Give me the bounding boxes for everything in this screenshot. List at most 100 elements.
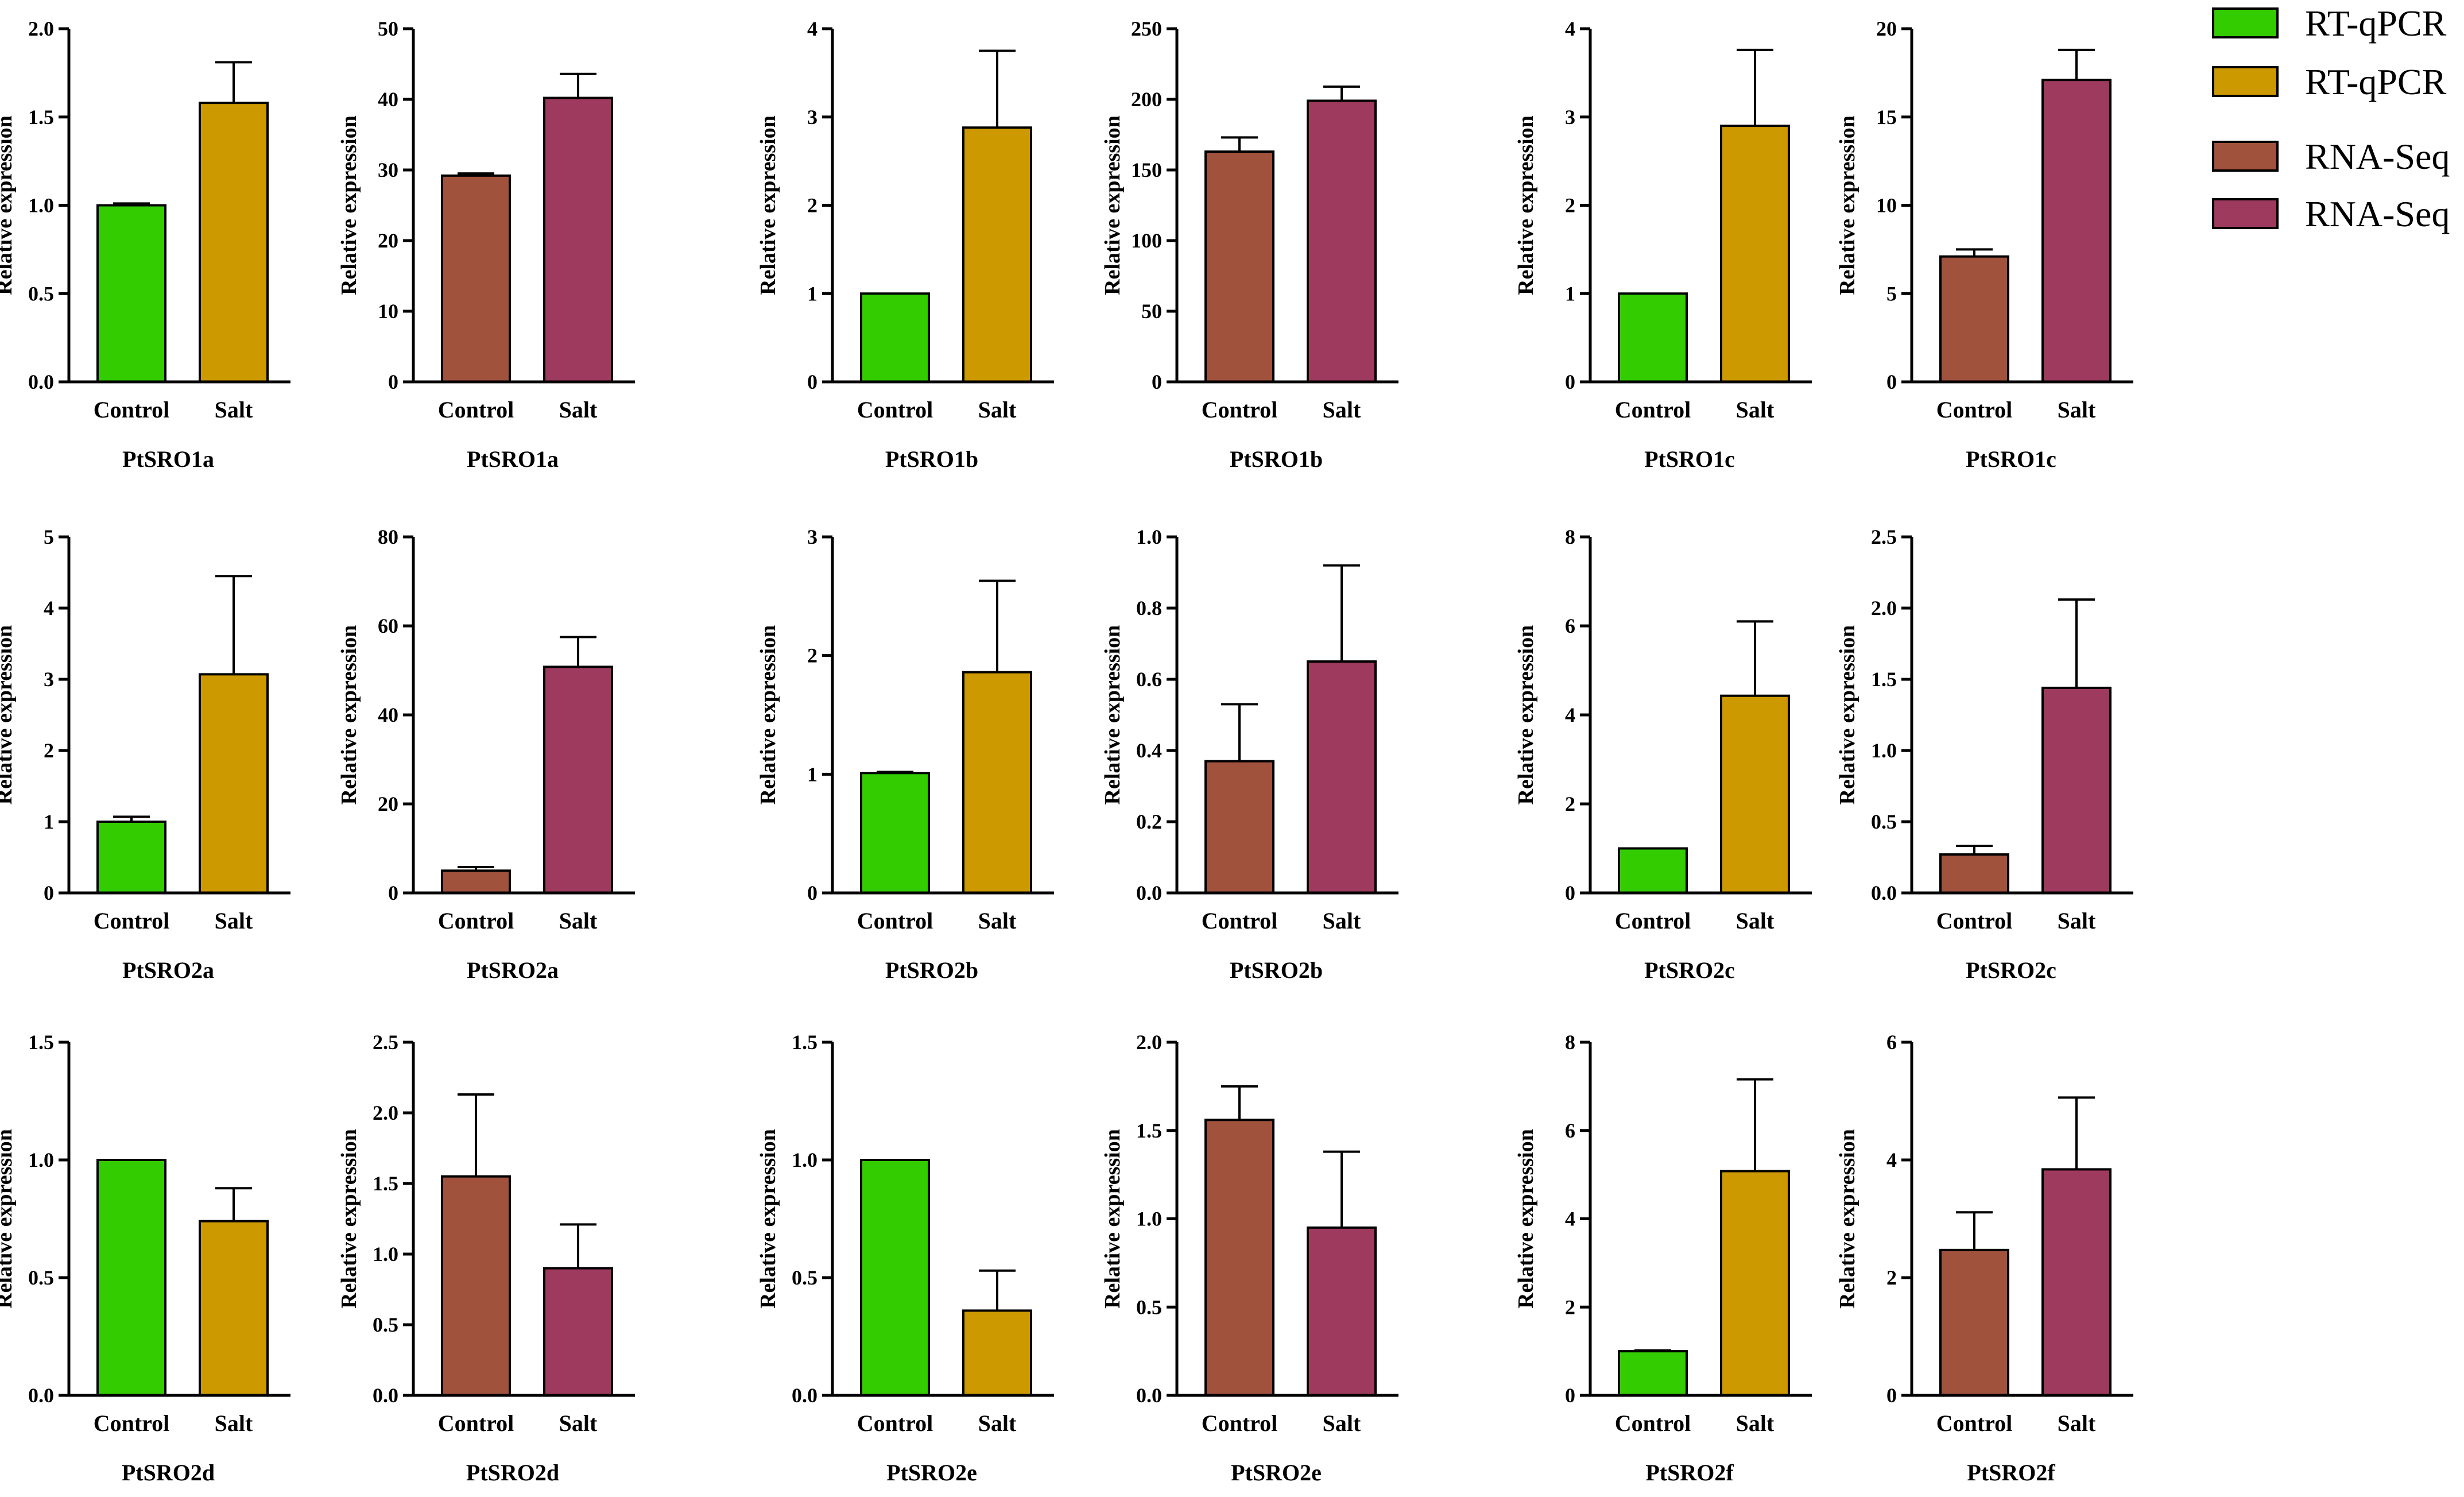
y-tick-label: 0.5	[28, 1266, 54, 1289]
bar-salt	[962, 126, 1032, 383]
y-axis-label: Relative expression	[337, 1129, 361, 1309]
y-tick-label: 0.5	[28, 282, 54, 305]
y-tick-label: 20	[378, 229, 398, 252]
y-axis-label: Relative expression	[756, 625, 780, 805]
y-axis-label: Relative expression	[337, 625, 361, 805]
bar-control	[860, 1159, 930, 1397]
y-tick-label: 0	[1886, 370, 1897, 393]
y-tick-label: 6	[1565, 614, 1575, 637]
y-tick-label: 1.0	[28, 194, 54, 217]
y-tick-label: 3	[807, 525, 818, 548]
y-tick-label: 100	[1131, 229, 1162, 252]
y-tick-label: 0	[1565, 881, 1575, 904]
bar-control	[1204, 150, 1274, 383]
y-tick-label: 50	[1141, 300, 1162, 323]
legend: RT-qPCR RT-qPCR RNA-Seq RNA-Seq	[2212, 3, 2450, 234]
y-tick-label: 1.5	[1136, 1119, 1162, 1142]
y-tick-label: 1.0	[792, 1148, 818, 1171]
y-tick-label: 6	[1886, 1031, 1897, 1054]
bar-control	[1939, 853, 2009, 895]
bar-salt	[962, 671, 1032, 894]
y-tick-label: 5	[44, 525, 54, 548]
y-tick-label: 4	[1886, 1148, 1897, 1171]
y-tick-label: 4	[44, 597, 54, 620]
bar-salt	[199, 673, 269, 894]
y-tick-label: 2.0	[1136, 1031, 1162, 1054]
y-tick-label: 1.5	[373, 1172, 398, 1195]
legend-label-4: RNA-Seq	[2305, 194, 2450, 234]
y-tick-label: 0	[807, 370, 818, 393]
y-tick-label: 0	[1886, 1384, 1897, 1407]
category-label-control: Control	[94, 397, 170, 423]
y-axis-label: Relative expression	[756, 115, 780, 295]
y-tick-label: 1.0	[1136, 1208, 1162, 1231]
y-tick-label: 20	[1876, 17, 1897, 40]
legend-swatch-2	[2212, 66, 2279, 97]
gene-name: PtSRO2a	[467, 957, 559, 983]
legend-swatch-1	[2212, 7, 2279, 38]
y-axis-label: Relative expression	[0, 625, 17, 805]
category-label-control: Control	[857, 908, 933, 934]
bar-salt	[2041, 686, 2112, 894]
chart-panel-13: 0.0 0.5 1.0 1.5 Control Salt Relative expressi…	[0, 1031, 290, 1486]
bar-control	[1204, 760, 1274, 894]
y-axis-label: Relative expression	[0, 1129, 17, 1309]
chart-panel-16: 0.0 0.5 1.0 1.5 2.0 Control Salt Relative expre…	[1101, 1031, 1398, 1486]
chart-panel-17: 0 2 4 6 8 Control Salt Relative expression PtSRO…	[1514, 1031, 1812, 1486]
y-tick-label: 0.0	[792, 1384, 818, 1407]
category-label-salt: Salt	[1323, 908, 1361, 934]
gene-name: PtSRO2b	[1230, 957, 1323, 983]
chart-panel-1: 0.0 0.5 1.0 1.5 2.0 Control Salt Relative expre…	[0, 17, 290, 472]
chart-panel-2: 0 10 20 30 40 50 Control Salt Relative expressio…	[337, 17, 635, 472]
category-label-salt: Salt	[2058, 397, 2096, 423]
y-tick-label: 6	[1565, 1119, 1575, 1142]
y-axis-label: Relative expression	[1101, 1129, 1125, 1309]
y-axis-label: Relative expression	[1514, 115, 1538, 295]
category-label-control: Control	[1615, 908, 1691, 934]
gene-name: PtSRO1b	[885, 446, 978, 472]
bar-control	[441, 174, 511, 383]
y-tick-label: 8	[1565, 525, 1575, 548]
y-tick-label: 5	[1886, 282, 1897, 305]
y-tick-label: 0	[1565, 370, 1575, 393]
category-label-salt: Salt	[1736, 1410, 1775, 1436]
chart-panel-18: 0 2 4 6 Control Salt Relative expression PtSRO2…	[1835, 1031, 2133, 1486]
bar-control	[96, 821, 166, 894]
y-tick-label: 150	[1131, 158, 1162, 181]
y-tick-label: 2.0	[28, 17, 54, 40]
gene-name: PtSRO2d	[122, 1460, 215, 1486]
y-tick-label: 50	[378, 17, 398, 40]
y-tick-label: 4	[1565, 703, 1575, 726]
y-tick-label: 40	[378, 88, 398, 111]
y-tick-label: 0.8	[1136, 597, 1162, 620]
category-label-control: Control	[438, 1410, 514, 1436]
category-label-salt: Salt	[559, 908, 598, 934]
category-label-control: Control	[1936, 1410, 2013, 1436]
bar-salt	[2041, 79, 2112, 384]
y-tick-label: 0	[1152, 370, 1162, 393]
category-label-salt: Salt	[2058, 1410, 2096, 1436]
y-tick-label: 0.0	[1871, 881, 1897, 904]
chart-panel-9: 0 1 2 3 Control Salt Relative expression PtSRO2…	[756, 525, 1054, 983]
y-tick-label: 2	[1565, 792, 1575, 815]
y-tick-label: 0.4	[1136, 739, 1162, 762]
y-tick-label: 1	[807, 763, 818, 786]
category-label-salt: Salt	[1736, 397, 1775, 423]
category-label-control: Control	[1202, 1410, 1278, 1436]
y-tick-label: 250	[1131, 17, 1162, 40]
category-label-salt: Salt	[1323, 1410, 1361, 1436]
y-tick-label: 0	[388, 370, 398, 393]
bar-salt	[543, 666, 613, 895]
y-tick-label: 2	[44, 739, 54, 762]
chart-panel-14: 0.0 0.5 1.0 1.5 2.0 2.5 Control Salt Relative ex…	[337, 1031, 635, 1486]
category-label-control: Control	[1936, 397, 2013, 423]
chart-panel-3: 0 1 2 3 4 Control Salt Relative expression PtSRO…	[756, 17, 1054, 472]
chart-panel-7: 0 1 2 3 4 5 Control Salt Relative expression PtSR…	[0, 525, 290, 983]
y-axis-label: Relative expression	[756, 1129, 780, 1309]
y-tick-label: 0.5	[373, 1313, 398, 1336]
y-tick-label: 1	[44, 810, 54, 833]
y-axis-label: Relative expression	[1835, 115, 1859, 295]
gene-name: PtSRO1a	[467, 446, 559, 472]
y-tick-label: 4	[1565, 1208, 1575, 1231]
y-tick-label: 8	[1565, 1031, 1575, 1054]
